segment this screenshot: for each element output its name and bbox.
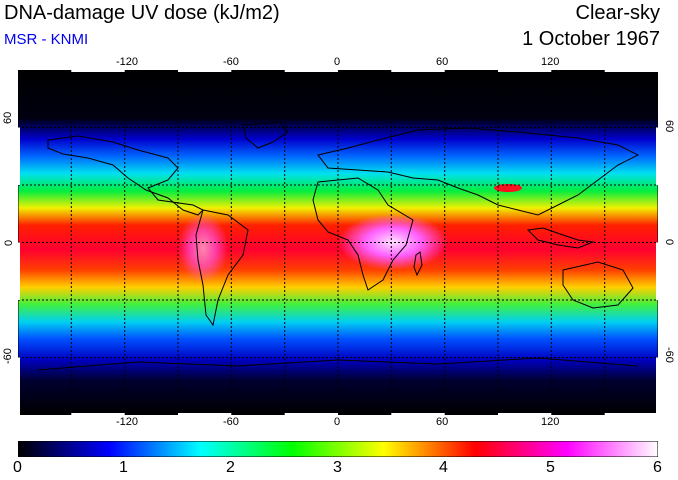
colorbar-label-2: 2 bbox=[226, 459, 235, 476]
date-label: 1 October 1967 bbox=[522, 28, 660, 50]
map-title: DNA-damage UV dose (kJ/m2) bbox=[4, 2, 280, 24]
uv-dose-peak-tibet bbox=[494, 184, 522, 192]
colorbar-label-4: 4 bbox=[439, 459, 448, 476]
coastline-maritime-asia bbox=[526, 227, 595, 249]
coastline-madagascar bbox=[413, 251, 423, 277]
lon-tick-bottom: 60 bbox=[436, 416, 449, 428]
colorbar-gradient bbox=[17, 440, 659, 458]
coastline-australia bbox=[562, 261, 634, 309]
lon-tick-top: 60 bbox=[436, 56, 449, 68]
source-label: MSR - KNMI bbox=[4, 31, 89, 48]
lat-tick-right: -60 bbox=[663, 347, 675, 363]
colorbar-label-5: 5 bbox=[546, 459, 555, 476]
lon-tick-bottom: 0 bbox=[334, 416, 341, 428]
lat-tick-left: -60 bbox=[2, 348, 14, 364]
lon-tick-top: -60 bbox=[223, 56, 239, 68]
coastline-south-america bbox=[195, 209, 249, 327]
colorbar-label-6: 6 bbox=[653, 459, 662, 476]
colorbar-label-0: 0 bbox=[13, 459, 22, 476]
colorbar-label-1: 1 bbox=[119, 459, 128, 476]
lat-tick-right: 60 bbox=[663, 120, 675, 133]
uv-dose-map bbox=[17, 69, 659, 416]
coastline-africa bbox=[312, 177, 414, 291]
sky-condition-label: Clear-sky bbox=[575, 2, 660, 24]
lon-tick-bottom: 120 bbox=[541, 416, 560, 428]
lat-tick-left: 0 bbox=[3, 239, 15, 246]
lon-tick-top: -120 bbox=[116, 56, 139, 68]
lat-tick-left: 60 bbox=[2, 111, 14, 124]
lon-tick-bottom: -120 bbox=[116, 416, 139, 428]
lat-tick-right: 0 bbox=[663, 239, 675, 246]
coastline-greenland bbox=[242, 121, 289, 149]
colorbar-label-3: 3 bbox=[333, 459, 342, 476]
coastline-eurasia bbox=[317, 127, 640, 216]
uv-dose-peak-andes bbox=[178, 213, 228, 283]
colorbar bbox=[17, 440, 659, 458]
lon-tick-bottom: -60 bbox=[223, 416, 239, 428]
lon-tick-top: 120 bbox=[541, 56, 560, 68]
lon-tick-top: 0 bbox=[334, 56, 341, 68]
graticule bbox=[18, 70, 658, 415]
